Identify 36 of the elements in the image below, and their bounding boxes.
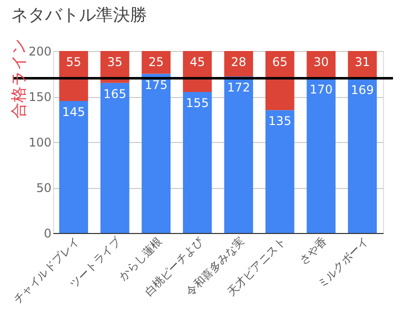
data-label: 172 — [227, 80, 250, 94]
y-tick-label: 200 — [28, 44, 52, 58]
bar — [142, 51, 171, 74]
data-label: 165 — [103, 86, 126, 101]
data-label: 135 — [268, 114, 292, 128]
data-label: 25 — [148, 55, 164, 69]
ref-line-label: 合格ライン — [9, 38, 28, 118]
data-label: 45 — [190, 55, 206, 69]
data-label: 28 — [230, 55, 246, 69]
y-tick-label: 100 — [28, 136, 52, 150]
chart-title: ネタバトル準決勝 — [10, 5, 147, 26]
bar — [224, 51, 254, 76]
data-label: 169 — [350, 83, 374, 98]
data-label: 175 — [144, 78, 168, 92]
bar — [59, 101, 88, 233]
bar — [100, 82, 130, 233]
data-label: 30 — [313, 55, 329, 69]
data-label: 31 — [354, 55, 370, 69]
bar — [59, 51, 88, 102]
y-tick-label: 0 — [44, 226, 52, 240]
bar — [265, 51, 294, 110]
data-label: 55 — [66, 55, 82, 69]
y-tick-label: 50 — [36, 181, 52, 195]
bar — [224, 76, 254, 233]
data-label: 35 — [107, 55, 123, 69]
data-label: 65 — [272, 55, 288, 69]
x-tick-label: さや香 — [297, 234, 330, 268]
bar — [142, 74, 171, 233]
data-label: 155 — [186, 96, 209, 110]
data-label: 145 — [62, 105, 86, 120]
bar — [265, 110, 294, 233]
y-tick-label: 150 — [28, 90, 52, 104]
bar — [348, 79, 377, 233]
bar — [306, 78, 336, 233]
bar — [182, 92, 212, 233]
data-label: 170 — [310, 82, 333, 96]
